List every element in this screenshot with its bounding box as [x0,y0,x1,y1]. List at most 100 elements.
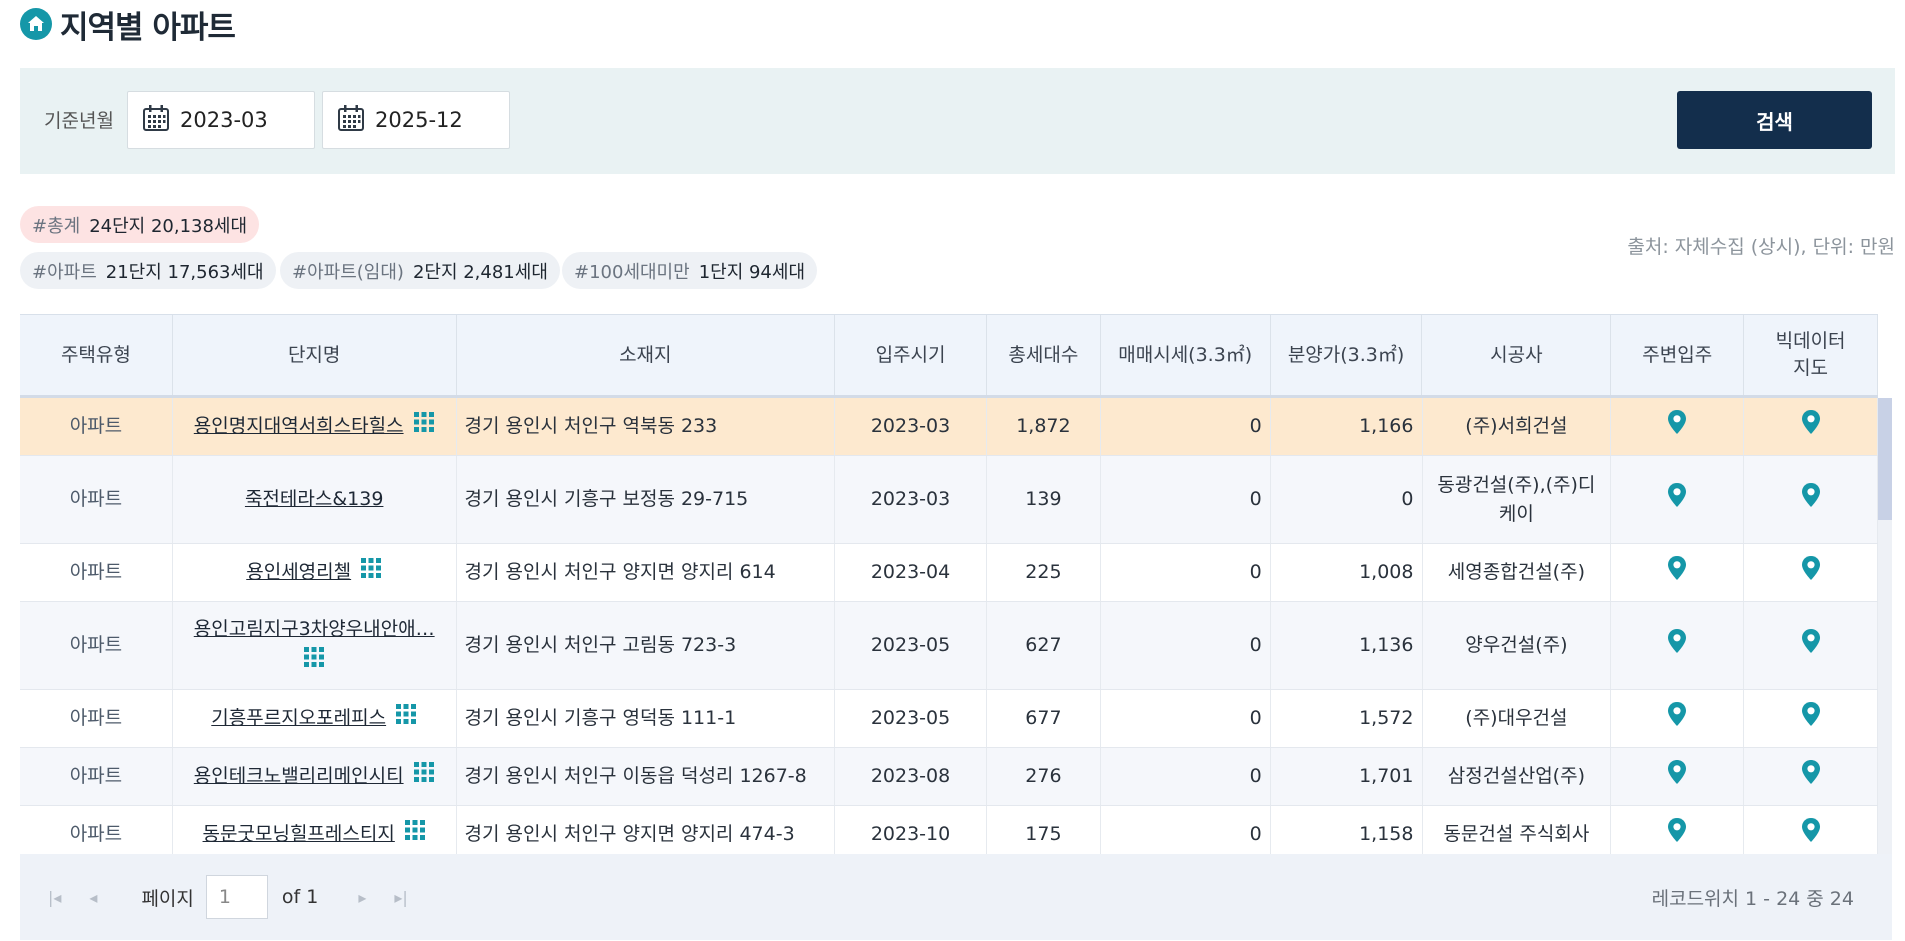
complex-name-link[interactable]: 용인테크노밸리리메인시티 [193,765,404,787]
complex-name-link[interactable]: 기흥푸르지오포레피스 [211,707,387,729]
cell-move-in: 2023-10 [835,806,987,854]
total-summary-tag: #총계 24단지 20,138세대 [20,206,260,243]
map-pin-icon[interactable] [1667,817,1687,852]
column-header-builder[interactable]: 시공사 [1422,315,1612,395]
start-month-input[interactable]: 2023-03 [127,91,315,149]
tag-value: 24단지 20,138세대 [89,215,248,237]
floor-plan-grid-icon[interactable] [413,761,435,792]
page-number-input[interactable]: 1 [205,875,268,919]
floor-plan-grid-icon[interactable] [395,703,417,734]
map-pin-icon[interactable] [1801,701,1821,736]
first-page-icon[interactable]: |◂ [48,887,62,907]
cell-builder: 양우건설(주) [1423,602,1612,689]
column-header-nearby[interactable]: 주변입주 [1611,315,1745,395]
column-header-bigdata-map[interactable]: 빅데이터 지도 [1744,315,1878,395]
cell-sale-price: 0 [1101,544,1271,601]
map-pin-icon[interactable] [1801,555,1821,590]
map-pin-icon[interactable] [1801,409,1821,444]
calendar-icon[interactable] [337,104,365,136]
page-header: 지역별 아파트 [20,4,236,46]
page-label: 페이지 [141,887,194,910]
map-pin-icon[interactable] [1667,701,1687,736]
cell-bigdata-map [1744,544,1878,601]
column-header-households[interactable]: 총세대수 [987,315,1101,395]
cell-presale-price: 1,008 [1271,544,1423,601]
complex-name-link[interactable]: 용인명지대역서희스타힐스 [193,415,404,437]
cell-bigdata-map [1744,456,1878,543]
map-pin-icon[interactable] [1667,409,1687,444]
cell-nearby [1611,602,1745,689]
cell-complex-name: 기흥푸르지오포레피스 [173,690,457,747]
cell-housing-type: 아파트 [20,748,173,805]
cell-complex-name: 동문굿모닝힐프레스티지 [173,806,457,854]
start-month-value: 2023-03 [180,108,268,132]
apartment-summary-tag: #아파트 21단지 17,563세대 [20,252,276,289]
cell-sale-price: 0 [1101,398,1271,455]
cell-address: 경기 용인시 처인구 고림동 723-3 [457,602,836,689]
cell-nearby [1611,544,1745,601]
cell-nearby [1611,398,1745,455]
table-row[interactable]: 아파트 용인고림지구3차양우내안애… 경기 용인시 처인구 고림동 723-3 202… [20,602,1878,690]
cell-address: 경기 용인시 처인구 역북동 233 [457,398,836,455]
column-header-presale-price[interactable]: 분양가(3.3㎡) [1271,315,1423,395]
cell-builder: (주)서희건설 [1423,398,1612,455]
calendar-icon[interactable] [142,104,170,136]
floor-plan-grid-icon[interactable] [360,557,382,588]
map-pin-icon[interactable] [1667,759,1687,794]
map-pin-icon[interactable] [1801,628,1821,663]
floor-plan-grid-icon[interactable] [404,819,426,850]
map-pin-icon[interactable] [1667,482,1687,517]
source-note: 출처: 자체수집 (상시), 단위: 만원 [1627,236,1895,258]
cell-complex-name: 용인테크노밸리리메인시티 [173,748,457,805]
tag-key: #총계 [32,215,81,237]
next-page-icon[interactable]: ▸ [358,887,367,907]
table-row[interactable]: 아파트 죽전테라스&139 경기 용인시 기흥구 보정동 29-715 2023-03… [20,456,1878,544]
complex-name-link[interactable]: 용인고림지구3차양우내안애… [193,617,435,640]
cell-bigdata-map [1744,748,1878,805]
end-month-input[interactable]: 2025-12 [322,91,510,149]
vertical-scrollbar[interactable] [1878,398,1892,854]
column-header-address[interactable]: 소재지 [457,315,836,395]
column-header-name[interactable]: 단지명 [173,315,457,395]
map-pin-icon[interactable] [1801,759,1821,794]
table-row[interactable]: 아파트 용인명지대역서희스타힐스 경기 용인시 처인구 역북동 233 2023-03… [20,398,1878,456]
cell-sale-price: 0 [1101,806,1271,854]
map-pin-icon[interactable] [1667,555,1687,590]
end-month-value: 2025-12 [375,108,463,132]
cell-presale-price: 1,158 [1271,806,1423,854]
column-header-sale-price[interactable]: 매매시세(3.3㎡) [1101,315,1271,395]
cell-households: 175 [987,806,1101,854]
floor-plan-grid-icon[interactable] [303,646,325,677]
cell-housing-type: 아파트 [20,690,173,747]
floor-plan-grid-icon[interactable] [413,411,435,442]
table-row[interactable]: 아파트 기흥푸르지오포레피스 경기 용인시 기흥구 영덕동 111-1 2023-05… [20,690,1878,748]
prev-page-icon[interactable]: ◂ [89,887,98,907]
cell-complex-name: 용인고림지구3차양우내안애… [173,602,457,689]
map-pin-icon[interactable] [1801,482,1821,517]
column-header-move-in[interactable]: 입주시기 [835,315,987,395]
cell-complex-name: 죽전테라스&139 [173,456,457,543]
scrollbar-thumb[interactable] [1878,398,1892,520]
cell-builder: 삼정건설산업(주) [1423,748,1612,805]
cell-presale-price: 1,166 [1271,398,1423,455]
cell-sale-price: 0 [1101,748,1271,805]
cell-bigdata-map [1744,398,1878,455]
apartment-grid: 주택유형 단지명 소재지 입주시기 총세대수 매매시세(3.3㎡) 분양가(3.… [20,314,1892,940]
table-row[interactable]: 아파트 용인세영리첼 경기 용인시 처인구 양지면 양지리 614 2023-04 22… [20,544,1878,602]
cell-builder: 동문건설 주식회사 [1423,806,1612,854]
table-row[interactable]: 아파트 용인테크노밸리리메인시티 경기 용인시 처인구 이동읍 덕성리 1267-8… [20,748,1878,806]
cell-housing-type: 아파트 [20,544,173,601]
map-pin-icon[interactable] [1667,628,1687,663]
search-button[interactable]: 검색 [1677,91,1872,149]
last-page-icon[interactable]: ▸| [394,887,408,907]
cell-sale-price: 0 [1101,690,1271,747]
cell-nearby [1611,456,1745,543]
map-pin-icon[interactable] [1801,817,1821,852]
period-label: 기준년월 [44,110,114,132]
complex-name-link[interactable]: 용인세영리첼 [246,561,352,583]
complex-name-link[interactable]: 죽전테라스&139 [244,488,384,510]
page-title: 지역별 아파트 [60,9,236,46]
table-row[interactable]: 아파트 동문굿모닝힐프레스티지 경기 용인시 처인구 양지면 양지리 474-3 20… [20,806,1878,854]
complex-name-link[interactable]: 동문굿모닝힐프레스티지 [202,823,395,845]
column-header-type[interactable]: 주택유형 [20,315,173,395]
